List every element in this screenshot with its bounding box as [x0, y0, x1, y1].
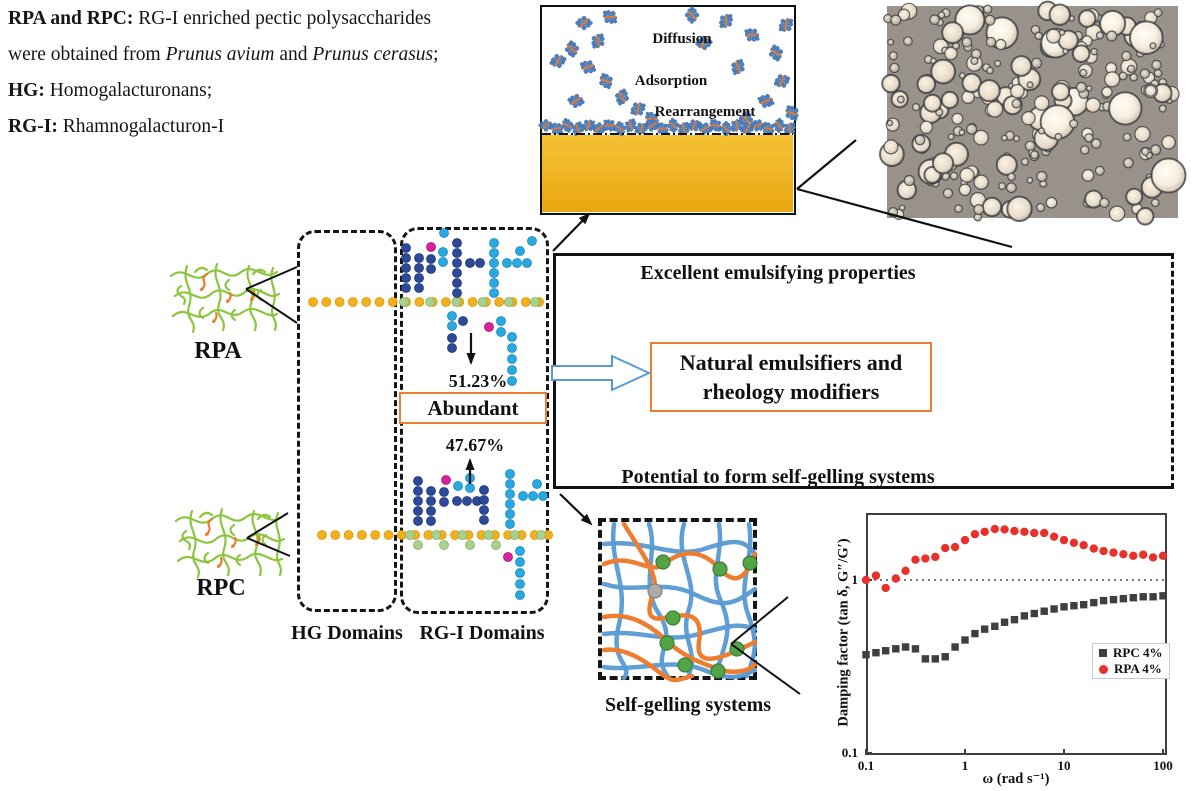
- claim-line-1: Natural emulsifiers and: [679, 350, 903, 375]
- chart-y-tick: 0.1: [841, 745, 858, 760]
- block-arrow-icon: [551, 354, 652, 392]
- micrograph-art: [879, 0, 1187, 226]
- hg-domains-box: [297, 230, 397, 612]
- glossary-term-hg: HG:: [8, 80, 45, 101]
- hg-domains-label: HG Domains: [291, 622, 403, 644]
- glossary-line-3: HG: Homogalacturonans;: [8, 80, 213, 101]
- glossary-line-1: RPA and RPC: RG-I enriched pectic polysa…: [8, 8, 432, 29]
- gel-network-art: [601, 521, 758, 683]
- emulsion-micrograph-image: [879, 0, 1187, 226]
- central-claim-box: Natural emulsifiers and rheology modifie…: [650, 342, 932, 412]
- interface-adsorption-diagram: Diffusion Adsorption Rearrangement: [537, 5, 804, 215]
- species-prunus-avium: Prunus avium: [165, 44, 275, 65]
- adsorption-label: Adsorption: [634, 73, 708, 89]
- legend-item: RPC 4%: [1099, 646, 1169, 660]
- rpa-label: RPA: [194, 338, 242, 364]
- gel-network-box: [598, 518, 758, 683]
- legend-square-marker: [1099, 649, 1107, 657]
- chart-x-tick: 10: [1057, 758, 1071, 773]
- rpc-label: RPC: [196, 575, 246, 601]
- gel-junction-leader-lines: [730, 596, 801, 695]
- glossary-line-2: were obtained from Prunus avium and Prun…: [8, 44, 439, 65]
- chart-legend: RPC 4% RPA 4%: [1092, 643, 1170, 679]
- claim-line-2: rheology modifiers: [702, 379, 880, 404]
- glossary-line-4: RG-I: Rhamnogalacturon-I: [8, 116, 225, 137]
- rpc-leader-lines: [246, 512, 291, 557]
- chart-x-tick: 1: [961, 758, 969, 773]
- rearrangement-label: Rearrangement: [654, 104, 756, 120]
- micrograph-leader-lines: [796, 139, 1013, 249]
- species-prunus-cerasus: Prunus cerasus: [312, 44, 434, 65]
- legend-item: RPA 4%: [1099, 662, 1169, 676]
- rgi-percent-rpa: 51.23%: [448, 371, 508, 391]
- abundant-box: Abundant: [399, 392, 547, 424]
- chart-x-axis-label: ω (rad s⁻¹): [982, 771, 1050, 787]
- legend-circle-marker: [1099, 664, 1108, 674]
- rpa-leader-lines: [245, 266, 298, 324]
- glossary-term-rpa-rpc: RPA and RPC:: [8, 8, 134, 29]
- legend-label: RPA 4%: [1114, 661, 1162, 676]
- to-emulsion-arrow: [552, 212, 591, 252]
- chart-x-tick: 0.1: [857, 758, 875, 773]
- rgi-percent-rpc: 47.67%: [445, 435, 505, 455]
- glossary-block: RPA and RPC: RG-I enriched pectic polysa…: [8, 8, 538, 152]
- legend-label: RPC 4%: [1113, 645, 1163, 660]
- rpc-structure-icon: [174, 507, 286, 579]
- chart-x-tick: 100: [1153, 758, 1173, 773]
- chart-y-tick: 1: [851, 572, 859, 587]
- diffusion-label: Diffusion: [652, 31, 712, 47]
- self-gelling-label: Self-gelling systems: [604, 694, 772, 716]
- glossary-term-rgi: RG-I:: [8, 116, 58, 137]
- gelling-statement: Potential to form self-gelling systems: [621, 466, 935, 488]
- to-gel-arrow: [559, 493, 593, 526]
- interface-diagram-art: [537, 5, 804, 212]
- emulsifying-statement: Excellent emulsifying properties: [640, 262, 916, 284]
- rgi-domains-label: RG-I Domains: [419, 622, 545, 644]
